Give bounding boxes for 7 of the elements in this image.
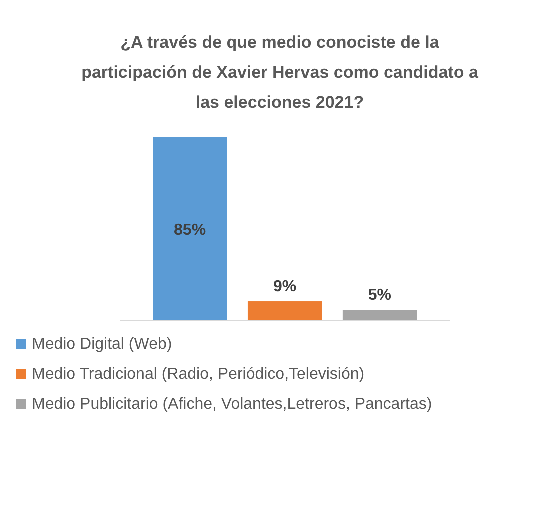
chart-title: ¿A través de que medio conociste de la participación de Xavier Hervas como candidato a las elecciones 2021? [82, 33, 479, 112]
legend-label: Medio Digital (Web) [32, 336, 172, 353]
data-label: 85% [174, 222, 206, 239]
legend-label: Medio Tradicional (Radio, Periódico,Televisión) [32, 366, 365, 383]
legend-label: Medio Publicitario (Afiche, Volantes,Letreros, Pancartas) [32, 396, 432, 413]
data-label: 5% [368, 287, 392, 304]
data-label: 9% [273, 278, 297, 296]
